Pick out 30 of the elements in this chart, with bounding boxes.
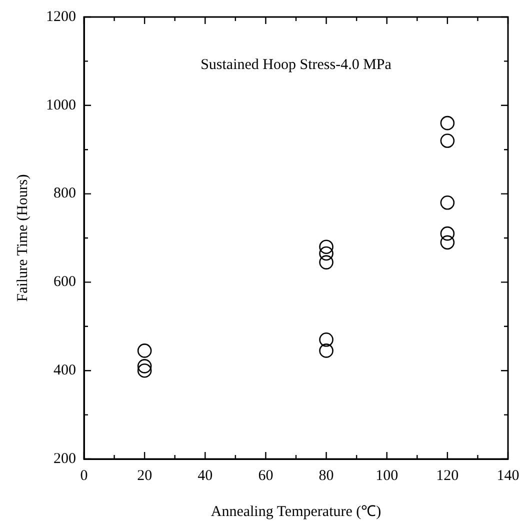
x-tick-label: 20 <box>137 468 152 484</box>
x-tick-label: 80 <box>318 468 334 484</box>
point <box>137 344 152 358</box>
x-tick-label: 0 <box>80 468 88 484</box>
point <box>440 235 455 250</box>
x-tick-label: 40 <box>198 468 213 484</box>
y-tick-label: 1200 <box>46 8 76 25</box>
x-tick-label: 60 <box>258 468 274 484</box>
point <box>440 134 455 148</box>
point <box>440 195 455 210</box>
point <box>137 363 152 378</box>
point <box>319 332 334 347</box>
point <box>319 255 334 270</box>
point <box>440 226 455 241</box>
x-axis-title: Annealing Temperature (℃) <box>210 504 382 520</box>
y-tick-label: 400 <box>54 362 76 379</box>
y-tick-label: 1000 <box>46 97 76 114</box>
y-tick-label: 800 <box>54 186 76 202</box>
x-tick-label: 140 <box>496 468 520 484</box>
x-tick-label: 120 <box>436 468 459 484</box>
point <box>440 116 455 130</box>
y-tick-label: 600 <box>54 274 76 290</box>
point <box>319 344 334 358</box>
annotation: Sustained Hoop Stress-4.0 MPa <box>200 56 392 73</box>
point <box>137 359 152 374</box>
y-axis-title: Failure Time (Hours) <box>14 174 31 302</box>
x-tick-label: 100 <box>376 468 398 484</box>
point <box>319 240 334 254</box>
point <box>319 246 334 261</box>
y-tick-label: 200 <box>54 450 76 467</box>
